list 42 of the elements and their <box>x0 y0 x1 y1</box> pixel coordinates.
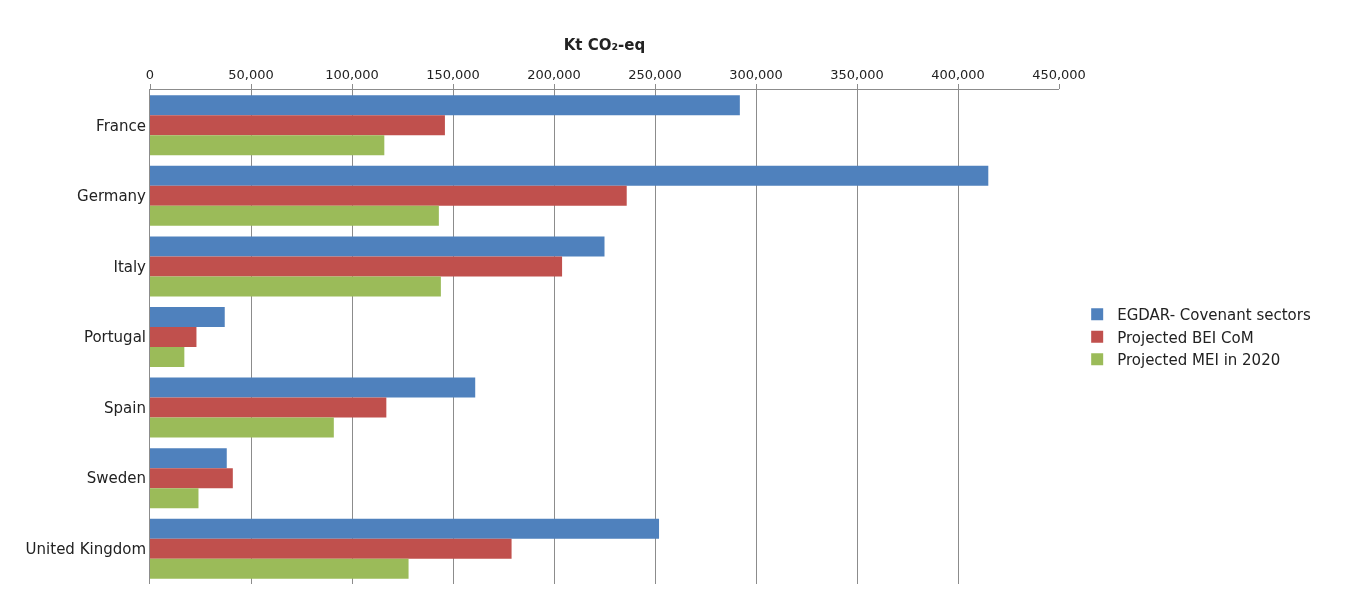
x-tick-label: 450,000 <box>1032 66 1086 82</box>
x-tick-label: 50,000 <box>228 66 274 82</box>
x-tick-label: 400,000 <box>931 66 985 82</box>
y-tick-label: Spain <box>104 398 146 417</box>
bar <box>150 135 385 156</box>
bar <box>150 538 512 559</box>
y-tick-label: Portugal <box>83 328 146 347</box>
x-tick-label: 100,000 <box>325 66 379 82</box>
bar <box>150 327 197 347</box>
legend-label: Projected MEI in 2020 <box>1117 351 1281 370</box>
x-tick-label: 150,000 <box>426 66 480 82</box>
y-tick-label: Italy <box>113 257 147 276</box>
x-tick-label: 250,000 <box>628 66 682 82</box>
bar <box>150 397 387 418</box>
y-tick-label: Germany <box>77 187 147 206</box>
bar <box>150 95 740 116</box>
bar <box>150 205 439 226</box>
bar <box>150 468 233 489</box>
bar <box>150 488 199 509</box>
x-axis-title: Kt CO₂-eq <box>563 36 646 55</box>
y-tick-label: Sweden <box>86 469 146 488</box>
legend-label: EGDAR- Covenant sectors <box>1117 306 1311 325</box>
bar <box>150 558 409 579</box>
bar <box>150 256 563 277</box>
x-tick-label: 200,000 <box>527 66 581 82</box>
y-tick-label: France <box>96 116 146 135</box>
bar <box>150 377 476 398</box>
bar <box>150 276 441 297</box>
y-tick-label: United Kingdom <box>25 539 146 558</box>
bar <box>150 347 185 367</box>
bar <box>150 185 627 206</box>
x-tick-label: 0 <box>145 66 155 82</box>
legend-label: Projected BEI CoM <box>1117 328 1254 347</box>
bar <box>150 518 660 539</box>
bar <box>150 448 227 469</box>
x-tick-label: 350,000 <box>830 66 884 82</box>
bar <box>150 307 225 327</box>
x-tick-label: 300,000 <box>729 66 783 82</box>
bar <box>150 417 334 438</box>
bar <box>150 236 605 257</box>
bar <box>150 165 989 186</box>
bar <box>150 115 445 136</box>
